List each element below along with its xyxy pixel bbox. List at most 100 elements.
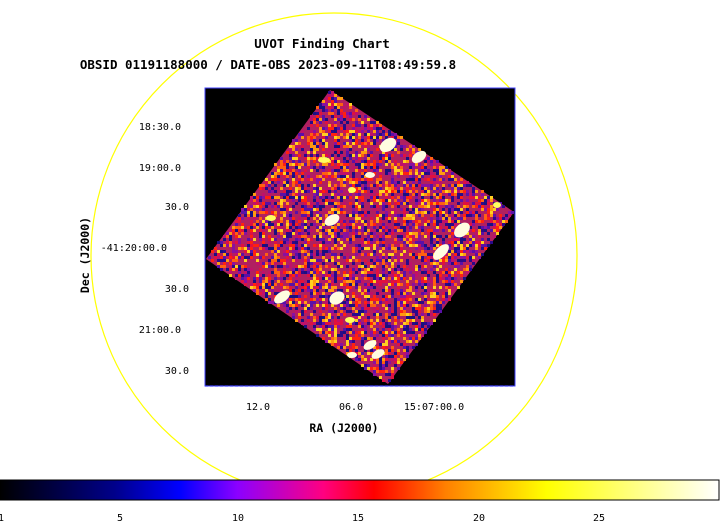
noise-pixel	[451, 289, 454, 292]
noise-pixel	[385, 187, 388, 190]
noise-pixel	[406, 244, 409, 247]
noise-pixel	[385, 157, 388, 160]
noise-pixel	[370, 142, 373, 145]
noise-pixel	[385, 190, 388, 193]
noise-pixel	[274, 172, 277, 175]
noise-pixel	[325, 232, 328, 235]
noise-pixel	[244, 277, 247, 280]
noise-pixel	[388, 133, 391, 136]
noise-pixel	[412, 322, 415, 325]
noise-pixel	[400, 304, 403, 307]
noise-pixel	[292, 196, 295, 199]
noise-pixel	[358, 358, 361, 361]
noise-pixel	[313, 244, 316, 247]
noise-pixel	[328, 214, 331, 217]
noise-pixel	[403, 325, 406, 328]
noise-pixel	[385, 280, 388, 283]
noise-pixel	[235, 220, 238, 223]
noise-pixel	[385, 169, 388, 172]
noise-pixel	[292, 229, 295, 232]
noise-pixel	[301, 232, 304, 235]
noise-pixel	[361, 163, 364, 166]
noise-pixel	[244, 232, 247, 235]
noise-pixel	[304, 190, 307, 193]
noise-pixel	[331, 133, 334, 136]
noise-pixel	[298, 247, 301, 250]
noise-pixel	[355, 214, 358, 217]
noise-pixel	[328, 175, 331, 178]
noise-pixel	[286, 166, 289, 169]
noise-pixel	[358, 268, 361, 271]
noise-pixel	[385, 256, 388, 259]
noise-pixel	[427, 157, 430, 160]
noise-pixel	[475, 250, 478, 253]
noise-pixel	[310, 121, 313, 124]
noise-pixel	[403, 295, 406, 298]
noise-pixel	[430, 280, 433, 283]
noise-pixel	[433, 190, 436, 193]
noise-pixel	[367, 274, 370, 277]
noise-pixel	[325, 145, 328, 148]
noise-pixel	[418, 244, 421, 247]
noise-pixel	[463, 190, 466, 193]
noise-pixel	[310, 280, 313, 283]
noise-pixel	[232, 268, 235, 271]
noise-pixel	[280, 241, 283, 244]
noise-pixel	[268, 223, 271, 226]
noise-pixel	[454, 250, 457, 253]
noise-pixel	[439, 193, 442, 196]
noise-pixel	[334, 343, 337, 346]
noise-pixel	[340, 103, 343, 106]
noise-pixel	[346, 160, 349, 163]
noise-pixel	[361, 316, 364, 319]
noise-pixel	[382, 295, 385, 298]
noise-pixel	[313, 274, 316, 277]
noise-pixel	[406, 301, 409, 304]
noise-pixel	[274, 232, 277, 235]
noise-pixel	[454, 244, 457, 247]
noise-pixel	[448, 220, 451, 223]
noise-pixel	[313, 133, 316, 136]
noise-pixel	[439, 202, 442, 205]
noise-pixel	[430, 172, 433, 175]
noise-pixel	[331, 340, 334, 343]
noise-pixel	[400, 214, 403, 217]
noise-pixel	[370, 184, 373, 187]
noise-pixel	[352, 337, 355, 340]
noise-pixel	[391, 190, 394, 193]
noise-pixel	[334, 127, 337, 130]
noise-pixel	[469, 259, 472, 262]
noise-pixel	[232, 241, 235, 244]
noise-pixel	[355, 202, 358, 205]
noise-pixel	[448, 235, 451, 238]
noise-pixel	[433, 202, 436, 205]
noise-pixel	[412, 175, 415, 178]
noise-pixel	[316, 148, 319, 151]
noise-pixel	[304, 223, 307, 226]
noise-pixel	[307, 184, 310, 187]
noise-pixel	[325, 331, 328, 334]
noise-pixel	[472, 190, 475, 193]
noise-pixel	[370, 358, 373, 361]
noise-pixel	[451, 226, 454, 229]
noise-pixel	[268, 265, 271, 268]
noise-pixel	[283, 268, 286, 271]
noise-pixel	[403, 331, 406, 334]
noise-pixel	[406, 352, 409, 355]
noise-pixel	[316, 154, 319, 157]
noise-pixel	[340, 307, 343, 310]
noise-pixel	[331, 268, 334, 271]
noise-pixel	[250, 253, 253, 256]
noise-pixel	[436, 172, 439, 175]
noise-pixel	[454, 283, 457, 286]
noise-pixel	[259, 262, 262, 265]
noise-pixel	[265, 298, 268, 301]
colorbar-tick-label: 20	[473, 513, 485, 521]
noise-pixel	[403, 307, 406, 310]
noise-pixel	[418, 169, 421, 172]
noise-pixel	[400, 154, 403, 157]
noise-pixel	[343, 337, 346, 340]
noise-pixel	[409, 175, 412, 178]
noise-pixel	[277, 175, 280, 178]
noise-pixel	[370, 196, 373, 199]
